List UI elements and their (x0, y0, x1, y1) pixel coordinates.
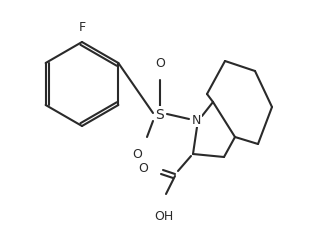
Text: F: F (78, 21, 86, 34)
Text: O: O (132, 147, 142, 160)
Text: O: O (138, 161, 148, 174)
Text: OH: OH (154, 209, 174, 222)
Text: S: S (156, 108, 164, 121)
Text: N: N (191, 113, 201, 126)
Text: O: O (155, 57, 165, 70)
